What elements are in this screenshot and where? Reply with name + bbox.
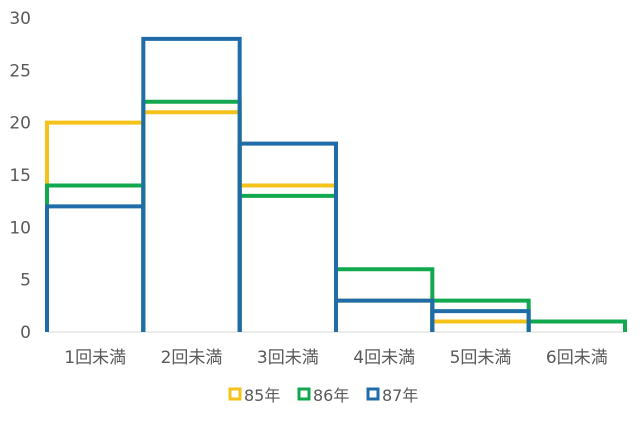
bar (334, 298, 435, 332)
bar (334, 298, 435, 332)
legend-swatch (228, 387, 242, 401)
y-tick-label: 0 (20, 323, 31, 343)
x-axis: 1回未満 2回未満 3回未満 4回未満 5回未満 6回未満 (47, 331, 625, 368)
x-tick-label: 1回未満 (64, 348, 126, 368)
legend-label: 87年 (382, 386, 418, 405)
y-tick-label: 10 (9, 218, 31, 238)
bar (237, 183, 338, 332)
y-tick-label: 15 (9, 166, 31, 186)
y-tick-label: 25 (9, 61, 31, 81)
y-tick-label: 20 (9, 114, 31, 134)
plot-area (45, 36, 627, 332)
bar (430, 298, 531, 332)
x-tick-label: 6回未満 (546, 348, 608, 368)
bar (237, 193, 338, 332)
x-tick-label: 2回未満 (161, 348, 223, 368)
y-tick-label: 30 (9, 9, 31, 29)
bar (141, 99, 242, 332)
legend-swatch (366, 387, 380, 401)
bar (141, 110, 242, 332)
bar (45, 204, 146, 332)
y-axis: 0 5 10 15 20 25 30 (9, 9, 31, 343)
bar (430, 309, 531, 332)
legend-label: 86年 (313, 386, 349, 405)
x-tick-label: 3回未満 (257, 348, 319, 368)
bar (237, 141, 338, 332)
bar (45, 120, 146, 332)
series-3 (45, 36, 531, 332)
bar (141, 36, 242, 332)
legend-label: 85年 (244, 386, 280, 405)
y-tick-label: 5 (20, 271, 31, 291)
bar (526, 319, 627, 332)
legend-swatch (297, 387, 311, 401)
x-tick-label: 4回未満 (353, 348, 415, 368)
bar (430, 319, 531, 332)
legend: 85年 86年 87年 (228, 386, 418, 405)
x-tick-label: 5回未満 (450, 348, 512, 368)
